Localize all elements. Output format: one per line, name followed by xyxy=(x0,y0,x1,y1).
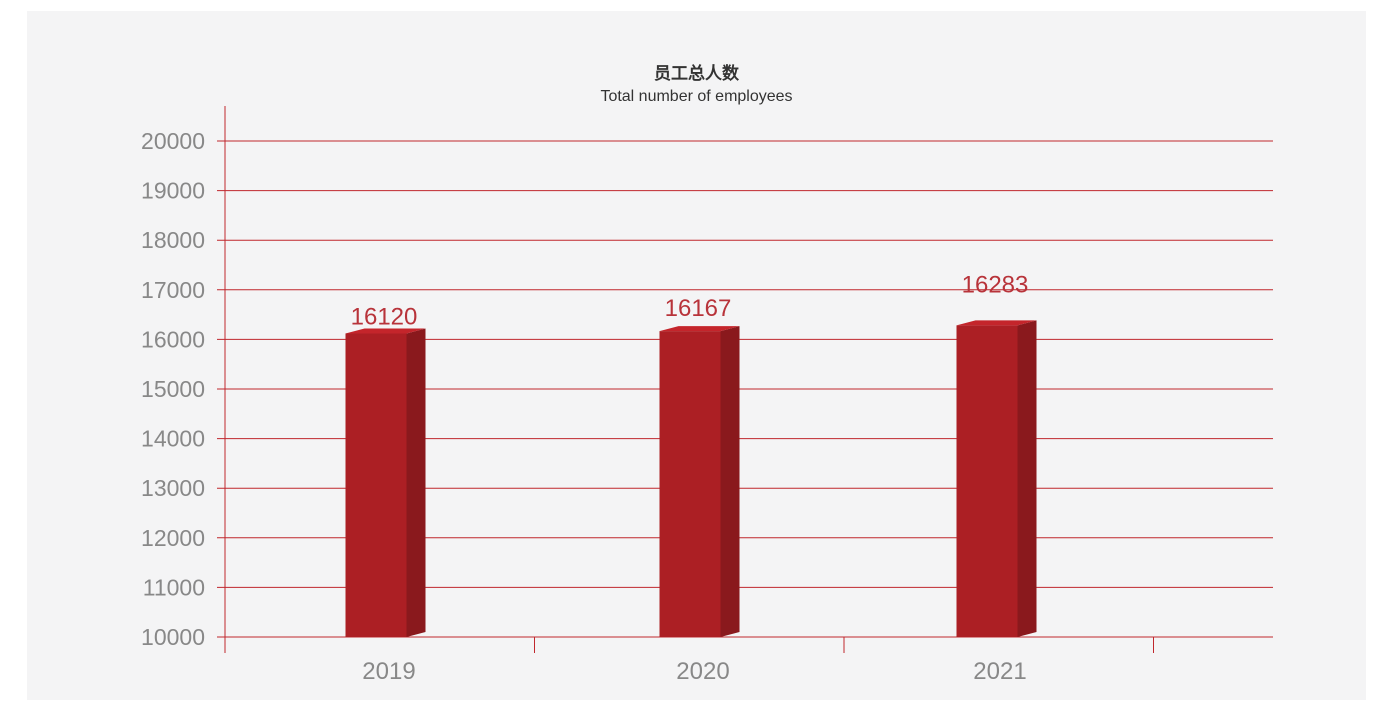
y-tick-label-17000: 17000 xyxy=(141,277,205,303)
y-tick-label-19000: 19000 xyxy=(141,178,205,204)
bar-top-2021 xyxy=(956,320,1037,326)
y-tick-label-14000: 14000 xyxy=(141,426,205,452)
bar-top-2019 xyxy=(345,328,426,334)
y-tick-label-18000: 18000 xyxy=(141,227,205,253)
bar-side-2019 xyxy=(406,328,426,637)
bar-side-2020 xyxy=(720,326,740,637)
y-tick-label-10000: 10000 xyxy=(141,624,205,650)
x-tick-label-2019: 2019 xyxy=(362,658,415,685)
chart-title: 员工总人数 xyxy=(654,64,739,84)
chart-subtitle: Total number of employees xyxy=(600,88,793,105)
value-label-2021: 16283 xyxy=(962,271,1029,298)
y-tick-label-15000: 15000 xyxy=(141,376,205,402)
chart-panel: 员工总人数 Total number of employees 10000 110… xyxy=(27,11,1366,700)
bar-2019[interactable] xyxy=(345,333,407,637)
y-tick-label-13000: 13000 xyxy=(141,475,205,501)
bar-top-2020 xyxy=(659,326,740,332)
y-tick-label-12000: 12000 xyxy=(141,525,205,551)
value-label-2020: 16167 xyxy=(665,295,732,322)
y-tick-label-16000: 16000 xyxy=(141,326,205,352)
value-label-2019: 16120 xyxy=(351,303,418,330)
x-tick-label-2021: 2021 xyxy=(973,658,1026,685)
y-tick-label-11000: 11000 xyxy=(143,574,205,600)
x-tick-label-2020: 2020 xyxy=(676,658,729,685)
bar-2021[interactable] xyxy=(956,325,1018,637)
bar-side-2021 xyxy=(1017,320,1037,637)
y-tick-label-20000: 20000 xyxy=(141,128,205,154)
bar-2020[interactable] xyxy=(659,331,721,637)
bar-chart: 10000 11000 12000 13000 14000 15000 16000 17000… xyxy=(141,106,1273,685)
